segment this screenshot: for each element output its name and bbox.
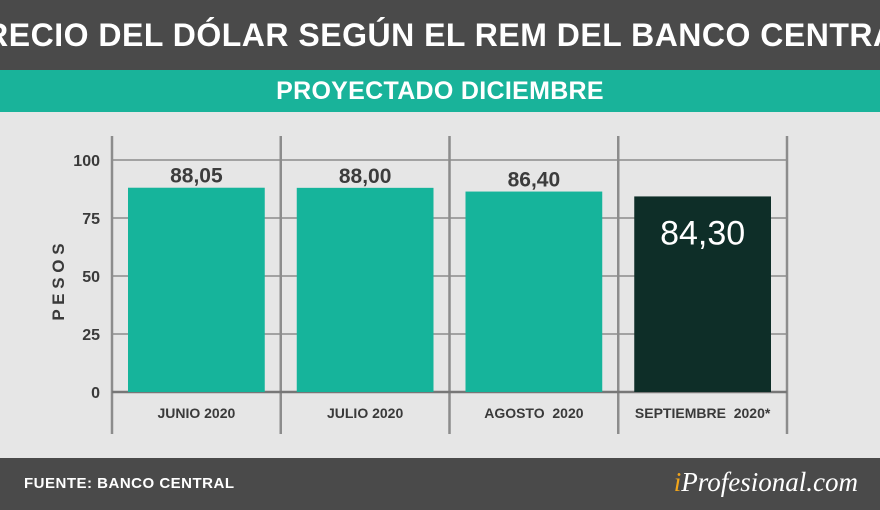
- y-tick-label: 0: [91, 385, 100, 402]
- x-category-label: JULIO 2020: [327, 405, 403, 421]
- y-axis-label: P E S O S: [49, 243, 68, 320]
- bar: [465, 191, 603, 392]
- bar-value-label: 88,05: [170, 165, 223, 188]
- footer: FUENTE: BANCO CENTRAL iProfesional.com: [0, 458, 880, 510]
- source-note: FUENTE: BANCO CENTRAL: [24, 475, 235, 492]
- x-category-label: SEPTIEMBRE 2020*: [635, 405, 771, 421]
- y-tick-label: 25: [82, 327, 100, 344]
- y-tick-label: 75: [82, 211, 100, 228]
- bar-chart: 0 25 50 75 100 P E S O S 88,05 JUNIO 2020 88,00 J…: [49, 136, 789, 434]
- chart-subtitle: PROYECTADO DICIEMBRE: [276, 76, 604, 105]
- bar: [296, 187, 434, 392]
- bar-value-label: 84,30: [660, 214, 745, 252]
- y-tick-label: 50: [82, 269, 100, 286]
- subtitle-bar: PROYECTADO DICIEMBRE: [0, 70, 880, 112]
- bar-value-label: 86,40: [508, 169, 561, 192]
- y-tick-label: 100: [73, 153, 100, 170]
- chart-area: 0 25 50 75 100 P E S O S 88,05 JUNIO 2020 88,00 J…: [0, 112, 880, 458]
- x-category-label: AGOSTO 2020: [484, 405, 584, 421]
- chart-title: PRECIO DEL DÓLAR SEGÚN EL REM DEL BANCO …: [0, 16, 880, 53]
- bar-value-label: 88,00: [339, 165, 392, 188]
- brand-logo-prefix: i: [673, 467, 682, 497]
- brand-logo-name: Profesional.com: [681, 467, 858, 497]
- title-bar: PRECIO DEL DÓLAR SEGÚN EL REM DEL BANCO …: [0, 0, 880, 70]
- x-category-label: JUNIO 2020: [157, 405, 235, 421]
- brand-logo: iProfesional.com: [674, 467, 858, 498]
- bar: [634, 196, 771, 392]
- bar: [128, 187, 265, 392]
